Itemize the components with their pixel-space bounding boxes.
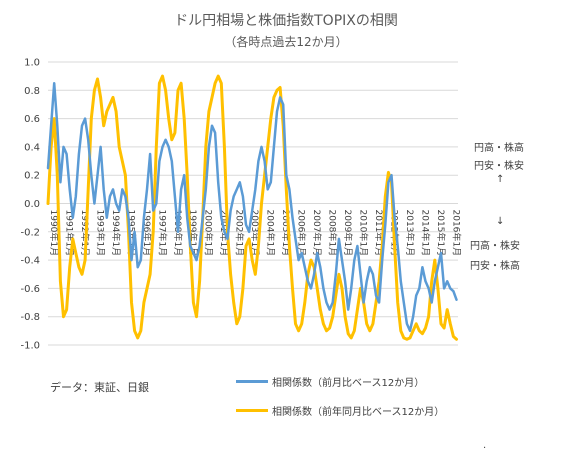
x-tick-label: 1993年1月 xyxy=(94,210,106,257)
data-source-note: データ：東証、日銀 xyxy=(50,381,149,394)
annotation-positive-line2: 円安・株安 xyxy=(474,161,524,172)
x-tick-label: 1994年1月 xyxy=(110,210,122,257)
legend-swatch-monthly xyxy=(236,380,268,383)
annotation-negative-line2: 円安・株高 xyxy=(470,261,520,272)
x-tick-label: 2014年1月 xyxy=(419,210,431,257)
legend-item-yoy: 相関係数（前年同月比ベース12か月） xyxy=(236,403,444,418)
y-tick-label: -0.6 xyxy=(20,284,40,295)
down-arrow-icon: ↓ xyxy=(496,216,505,227)
x-tick-label: 2004年1月 xyxy=(265,210,277,257)
annotation-positive-line1: 円高・株高 xyxy=(474,143,524,154)
x-tick-label: 2006年1月 xyxy=(296,210,308,257)
y-tick-label: -1.0 xyxy=(20,341,40,352)
y-tick-label: 0.2 xyxy=(24,171,40,182)
x-tick-label: 1990年1月 xyxy=(48,210,60,257)
legend-label-monthly: 相関係数（前月比ベース12か月） xyxy=(272,378,425,389)
y-tick-label: 1.0 xyxy=(24,58,40,69)
x-tick-label: 2002年1月 xyxy=(234,210,246,257)
y-tick-label: -0.2 xyxy=(20,227,40,238)
up-arrow-icon: ↑ xyxy=(496,174,505,185)
series-lines xyxy=(46,74,458,341)
y-tick-label: -0.4 xyxy=(20,256,40,267)
chart-title: ドル円相場と株価指数TOPIXの相関 xyxy=(174,13,398,29)
y-tick-label: 0.6 xyxy=(24,114,40,125)
y-tick-label: -0.8 xyxy=(20,312,40,323)
chart-subtitle: （各時点過去12か月） xyxy=(224,35,348,49)
trailing-dot: . xyxy=(483,440,487,451)
legend-item-monthly: 相関係数（前月比ベース12か月） xyxy=(236,374,424,389)
y-tick-label: 0.0 xyxy=(24,199,40,210)
x-tick-label: 1997年1月 xyxy=(156,210,168,257)
x-axis-tick-labels: 1990年1月 1991年1月 1992年1月 1993年1月 1994年1月 1995年… xyxy=(48,210,462,257)
x-tick-label: 2015年1月 xyxy=(435,210,447,257)
legend-label-yoy: 相関係数（前年同月比ベース12か月） xyxy=(272,407,445,418)
y-axis-tick-labels: 1.0 0.8 0.6 0.4 0.2 0.0 -0.2 -0.4 -0.6 -0.8 -1.0 xyxy=(20,58,40,352)
y-tick-label: 0.4 xyxy=(24,142,40,153)
y-tick-label: 0.8 xyxy=(24,86,40,97)
x-tick-label: 2010年1月 xyxy=(357,210,369,257)
x-tick-label: 2000年1月 xyxy=(203,210,215,257)
x-tick-label: 2009年1月 xyxy=(342,210,354,257)
series-line-yoy xyxy=(46,74,458,341)
legend-swatch-yoy xyxy=(236,409,268,412)
annotation-negative-line1: 円高・株安 xyxy=(470,241,520,252)
x-tick-label: 2016年1月 xyxy=(450,210,462,257)
series-line-monthly xyxy=(46,81,458,333)
x-tick-label: 2013年1月 xyxy=(404,210,416,257)
x-tick-label: 2007年1月 xyxy=(311,210,323,257)
x-tick-label: 2008年1月 xyxy=(326,210,338,257)
